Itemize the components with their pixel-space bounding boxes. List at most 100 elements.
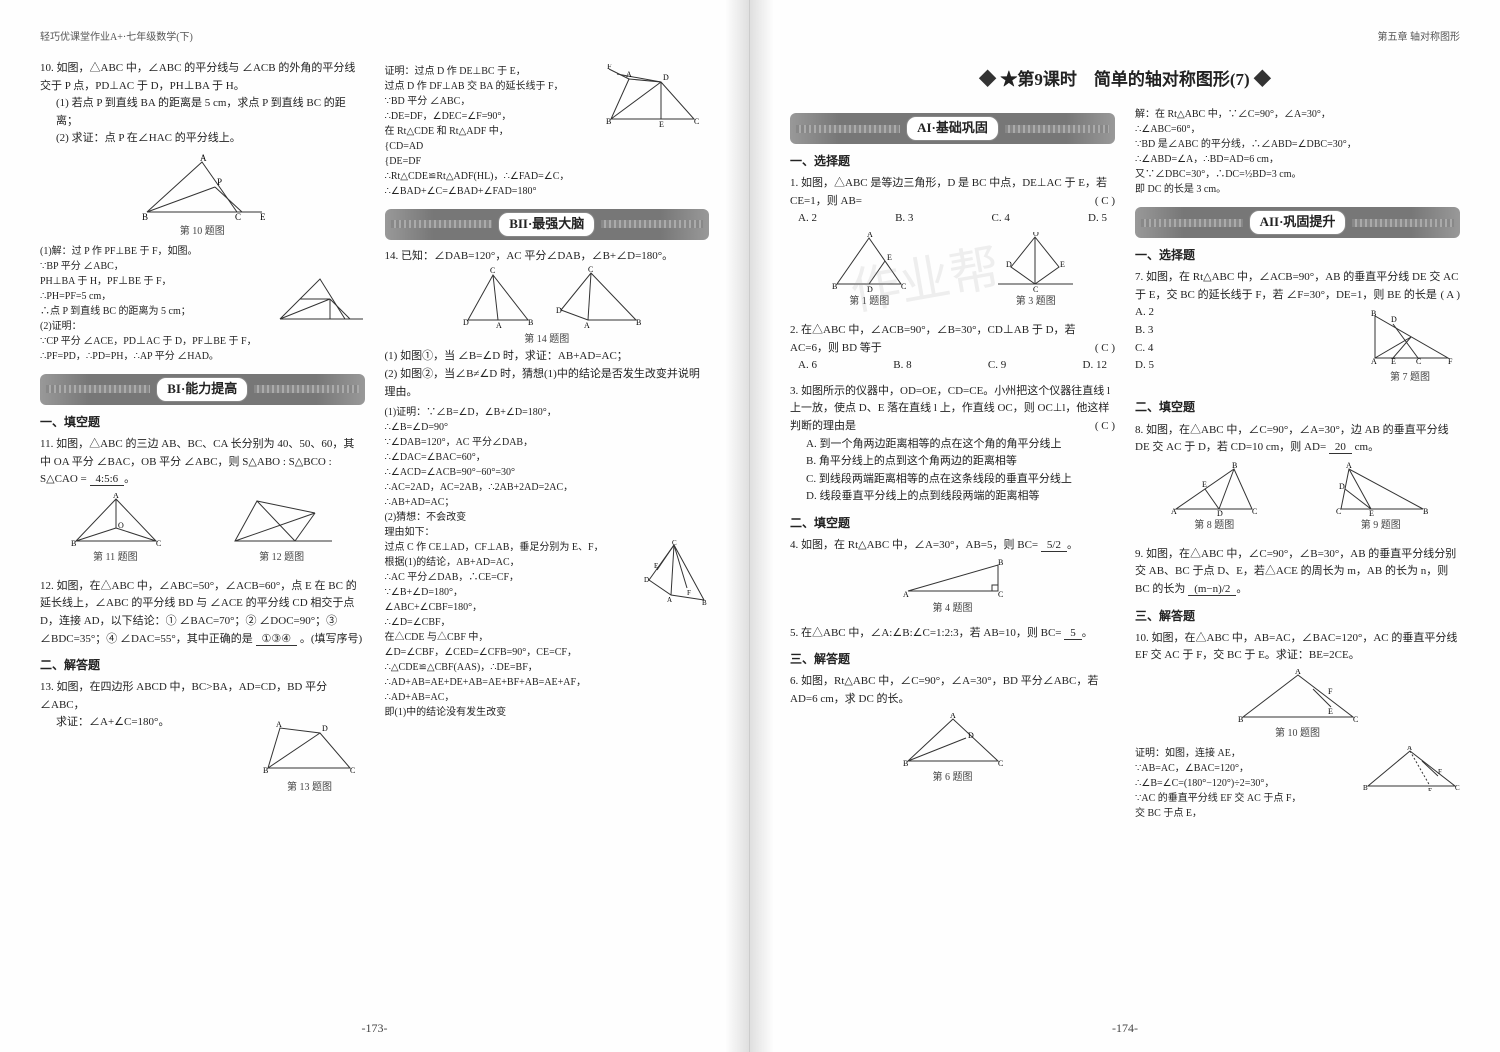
p14p-l19: ∴AD+AB=AE+DE+AB=AE+BF+AB=AE+AF， [385,675,710,690]
svg-text:E: E [1369,509,1374,516]
svg-text:C: C [1416,357,1421,366]
svg-text:E: E [260,212,266,222]
lesson-title: ◆ ★第9课时 简单的轴对称图形(7) ◆ [790,66,1460,93]
quad-icon: AB CD [260,718,360,778]
rp10-stem: 10. 如图，在△ABC 中，AB=AC，∠BAC=120°，AC 的垂直平分线… [1135,630,1460,665]
svg-text:E: E [1060,260,1065,269]
svg-text:D: D [1006,260,1012,269]
rt-bd-icon: AB CD [898,713,1008,768]
p10-s4: ∴PH=PF=5 cm， [40,289,269,304]
lesson-title-text: ★第9课时 简单的轴对称图形(7) [1000,70,1249,89]
p10-sub2: (2) 求证：点 P 在∠HAC 的平分线上。 [40,130,365,148]
p11-figcap-l: 第 11 题图 [68,550,163,566]
equilateral-icon: AB DC E [827,232,912,292]
svg-text:E: E [654,562,658,570]
diamond-right-icon: ◆ [1254,70,1271,89]
svg-text:D: D [1339,482,1345,491]
r-sec-fill: 二、填空题 [790,514,1115,533]
tri-de2-icon: AD CE B [1331,461,1431,516]
p14-sub1: (1) 如图①，当 ∠B=∠D 时，求证：AB+AD=AC； [385,348,710,366]
pr13-l5: 在 Rt△CDE 和 Rt△ADF 中， [385,124,600,139]
svg-text:A: A [1171,507,1177,516]
sol-6: 解：在 Rt△ABC 中，∵∠C=90°，∠A=30°， ∴∠ABC=60°， … [1135,107,1460,197]
svg-text:F: F [607,64,612,71]
pr13-l4: ∴DE=DF，∠DEC=∠F=90°， [385,109,600,124]
svg-text:B: B [142,212,148,222]
p14-sub2: (2) 如图②，当∠B≠∠D 时，猜想(1)中的结论是否发生改变并说明理由。 [385,366,710,401]
rp10p-l3: ∴∠B=∠C=(180°−120°)÷2=30°， [1135,776,1360,791]
band-aii-label: AII·巩固提升 [1249,210,1347,235]
svg-text:F: F [1448,357,1453,366]
p11-figs: AB CO 第 11 题图 [40,489,365,570]
rp7-A: A. 2 [1135,304,1360,322]
svg-text:C: C [672,540,677,547]
sec-ans-1: 二、解答题 [40,656,365,675]
tri-de-icon: AE DB C [1164,461,1264,516]
r-sec-choice: 一、选择题 [790,152,1115,171]
rp1-choices: A. 2 B. 3 C. 4 D. 5 [790,210,1115,228]
p14p-l11: 根据(1)的结论，AB+AD=AC， [385,555,640,570]
svg-text:A: A [626,70,632,79]
p14p-l8: (2)猜想：不会改变 [385,510,710,525]
rp7-C: C. 4 [1135,340,1360,358]
rp1-stem: 1. 如图，△ABC 是等边三角形，D 是 BC 中点，DE⊥AC 于 E，若 … [790,177,1107,207]
p12-tail: 。(填写序号) [300,633,362,645]
rp4-stem: 4. 如图，在 Rt△ABC 中，∠A=30°，AB=5，则 BC= [790,539,1038,551]
instrument-icon: OD EC [993,232,1078,292]
diamond-left-icon: ◆ [979,70,996,89]
rp1-D: D. 5 [1088,210,1107,228]
p10-s2: ∵BP 平分 ∠ABC， [40,259,365,274]
left-col-1: 10. 如图，△ABC 中，∠ABC 的平分线与 ∠ACB 的外角的平分线交于 … [40,60,365,982]
p10-stem: 10. 如图，△ABC 中，∠ABC 的平分线与 ∠ACB 的外角的平分线交于 … [40,60,365,95]
svg-text:C: C [156,539,161,548]
band-ai-label: AI·基础巩固 [906,116,999,141]
book-spread: 轻巧优课堂作业A+·七年级数学(下) 10. 如图，△ABC 中，∠ABC 的平… [0,0,1500,1052]
svg-text:C: C [1033,285,1038,292]
svg-text:B: B [903,759,908,768]
svg-text:A: A [1346,461,1352,470]
page-left: 轻巧优课堂作业A+·七年级数学(下) 10. 如图，△ABC 中，∠ABC 的平… [0,0,750,1052]
left-pagenum: -173- [0,1019,749,1038]
svg-text:D: D [867,285,873,292]
rp10p-l1: 证明：如图，连接 AE， [1135,746,1360,761]
p10-s8: ∴PF=PD，∴PD=PH，∴AP 平分 ∠HAD。 [40,349,365,364]
rp2-ans: ( C ) [1095,340,1115,358]
pr13-l1: 证明：过点 D 作 DE⊥BC 于 E， [385,64,600,79]
svg-text:B: B [606,117,611,126]
p10-sub1: (1) 若点 P 到直线 BA 的距离是 5 cm，求点 P 到直线 BC 的距… [40,95,365,130]
p14p-l7: ∴AB+AD=AC； [385,495,710,510]
binding-shadow-left [725,0,749,1052]
svg-text:B: B [1232,461,1237,470]
triangle-icon: AB CE P [137,152,267,222]
r-problem-1: 1. 如图，△ABC 是等边三角形，D 是 BC 中点，DE⊥AC 于 E，若 … [790,175,1115,314]
r2-sec-choice: 一、选择题 [1135,246,1460,265]
svg-text:D: D [463,318,469,327]
fig-14-1: CD AB ① [448,265,538,330]
p14p-l12: ∴AC 平分∠DAB，∴CE=CF， [385,570,640,585]
rp8-figs: AE DB C 第 8 题图 AD [1135,457,1460,538]
svg-text:B: B [528,318,533,327]
s6-l4: ∴∠ABD=∠A，∴BD=AD=6 cm， [1135,152,1460,167]
p14p-l9: 理由如下： [385,525,710,540]
rp8-unit: cm。 [1355,441,1379,453]
p14p-l17: ∠D=∠CBF，∠CED=∠CFB=90°，CE=CF， [385,645,710,660]
r-problem-4: 4. 如图，在 Rt△ABC 中，∠A=30°，AB=5，则 BC= 5/2。 … [790,537,1115,617]
svg-text:A: A [950,713,956,720]
svg-text:E: E [1391,357,1396,366]
svg-text:E: E [1202,480,1207,489]
rp1-A: A. 2 [798,210,817,228]
r-problem-2: 2. 在△ABC 中，∠ACB=90°，∠B=30°，CD⊥AB 于 D，若 A… [790,322,1115,375]
svg-text:A: A [113,493,119,500]
p14p-l21: 即(1)中的结论没有发生改变 [385,705,710,720]
svg-text:D: D [968,731,974,740]
svg-text:D: D [322,724,328,733]
rp10p-l5: 交 BC 于点 E， [1135,806,1360,821]
right-header: 第五章 轴对称图形 [1378,30,1461,46]
svg-text:A: A [200,153,207,163]
rp2-B: B. 8 [893,357,911,375]
rp7-D: D. 5 [1135,357,1360,375]
svg-text:O: O [118,521,124,530]
svg-text:B: B [636,318,641,327]
p10-s6: (2)证明： [40,319,269,334]
svg-text:C: C [1336,507,1341,516]
